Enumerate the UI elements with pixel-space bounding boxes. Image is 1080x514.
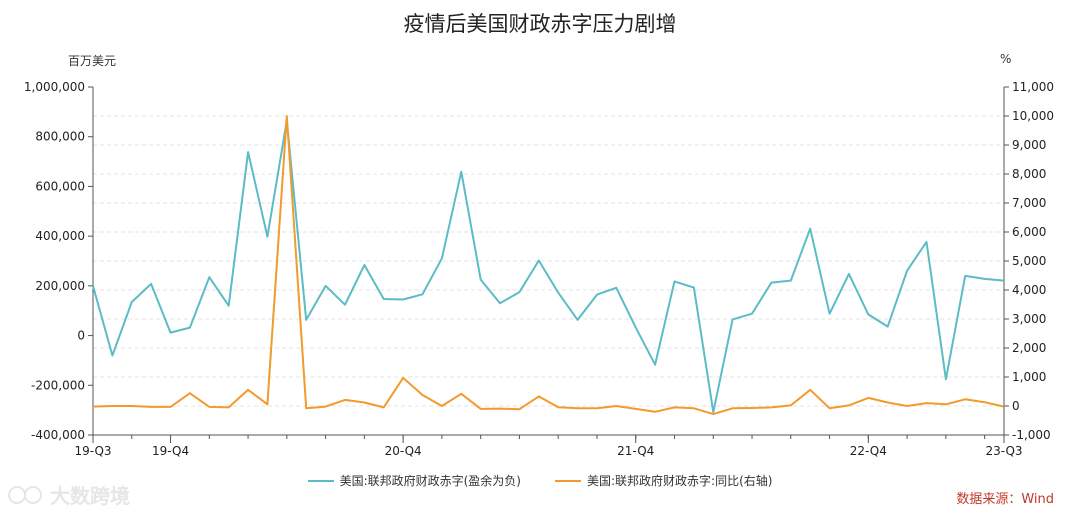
- left-tick-label: 0: [77, 329, 85, 343]
- left-tick-label: -200,000: [31, 378, 85, 392]
- left-tick-label: -400,000: [31, 428, 85, 442]
- x-tick-label: 22-Q4: [850, 444, 887, 458]
- left-tick-label: 1,000,000: [24, 80, 85, 94]
- x-tick-label: 19-Q4: [152, 444, 189, 458]
- right-tick-label: 3,000: [1012, 312, 1046, 326]
- right-tick-label: 0: [1012, 399, 1020, 413]
- series-line-yoy: [92, 115, 1005, 416]
- right-tick-label: 8,000: [1012, 167, 1046, 181]
- x-tick-label: 19-Q3: [74, 444, 111, 458]
- data-source: 数据来源：Wind: [956, 492, 1054, 507]
- legend-item-deficit[interactable]: 美国:联邦政府财政赤字(盈余为负): [307, 472, 521, 489]
- right-tick-label: 10,000: [1012, 109, 1054, 123]
- legend-label-yoy: 美国:联邦政府财政赤字:同比(右轴): [586, 474, 773, 488]
- right-tick-label: 1,000: [1012, 370, 1046, 384]
- right-tick-label: 2,000: [1012, 341, 1046, 355]
- legend: 美国:联邦政府财政赤字(盈余为负) 美国:联邦政府财政赤字:同比(右轴): [0, 472, 1080, 489]
- right-tick-label: 11,000: [1012, 80, 1054, 94]
- left-tick-label: 400,000: [35, 229, 85, 243]
- left-axis-unit: 百万美元: [68, 54, 117, 68]
- legend-label-deficit: 美国:联邦政府财政赤字(盈余为负): [339, 474, 521, 488]
- legend-item-yoy[interactable]: 美国:联邦政府财政赤字:同比(右轴): [554, 472, 773, 489]
- x-tick-label: 21-Q4: [617, 444, 654, 458]
- left-tick-label: 800,000: [35, 130, 85, 144]
- left-tick-label: 200,000: [35, 279, 85, 293]
- watermark-icon: [8, 485, 42, 504]
- chart-title: 疫情后美国财政赤字压力剧增: [403, 12, 677, 36]
- right-tick-label: 6,000: [1012, 225, 1046, 239]
- right-tick-label: -1,000: [1012, 428, 1051, 442]
- right-tick-label: 5,000: [1012, 254, 1046, 268]
- x-tick-label: 23-Q3: [985, 444, 1022, 458]
- legend-swatch-deficit: [307, 479, 334, 482]
- right-axis-unit: %: [1000, 52, 1012, 66]
- series-line-deficit: [92, 119, 1005, 414]
- legend-swatch-yoy: [554, 479, 581, 482]
- watermark-logo: 大数跨境: [6, 480, 130, 509]
- left-tick-label: 600,000: [35, 179, 85, 193]
- x-tick-label: 20-Q4: [385, 444, 422, 458]
- right-tick-label: 9,000: [1012, 138, 1046, 152]
- right-tick-label: 4,000: [1012, 283, 1046, 297]
- watermark-text: 大数跨境: [50, 484, 130, 508]
- right-tick-label: 7,000: [1012, 196, 1046, 210]
